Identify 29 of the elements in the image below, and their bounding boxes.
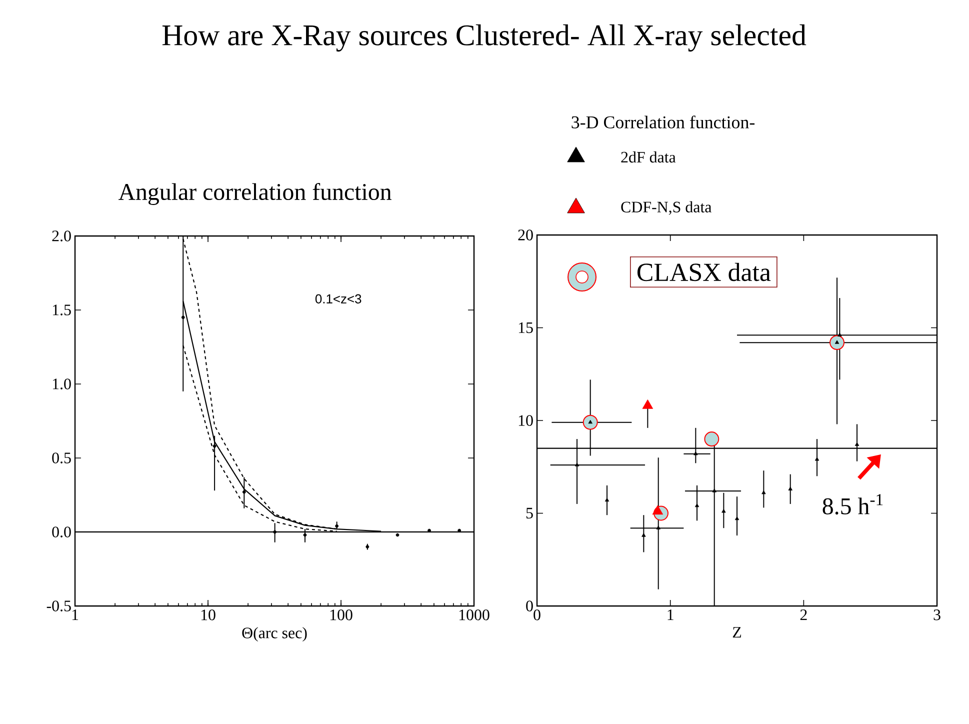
y-tick-label: 15 <box>518 322 533 334</box>
legend-label: CLASX data <box>637 262 771 282</box>
chart-subtitle: Angular correlation function <box>118 182 392 205</box>
x-tick-label: 3 <box>934 610 940 620</box>
y-tick-label: 20 <box>518 230 533 240</box>
x-tick-label: 10 <box>201 610 216 620</box>
y-tick-label: 10 <box>518 415 533 426</box>
y-tick-label: 0.5 <box>52 452 71 464</box>
legend-title: 3-D Correlation function- <box>572 116 755 128</box>
x-axis-title: Θ(arc sec) <box>242 627 307 642</box>
legend-label: CDF-N,S data <box>621 201 712 215</box>
x-tick-label: 1 <box>668 610 674 620</box>
y-tick-label: 0.0 <box>52 526 71 538</box>
x-tick-label: 2 <box>800 610 807 620</box>
legend-label: 2dF data <box>621 151 676 163</box>
y-tick-label: 2.0 <box>52 230 71 242</box>
y-tick-label: 5 <box>526 508 533 519</box>
y-tick-label: 1.0 <box>52 378 71 390</box>
y-tick-label: 1.5 <box>52 304 71 316</box>
y-tick-label: -0.5 <box>46 600 71 612</box>
x-tick-label: 0 <box>534 610 540 620</box>
x-tick-label: 1000 <box>459 610 490 620</box>
x-axis-title: Z <box>732 627 742 638</box>
legend-label: 8.5 h$^{-1}$ <box>822 494 883 515</box>
annotation: 0.1<z<3 <box>315 294 362 304</box>
y-tick-label: 0 <box>526 600 533 612</box>
x-tick-label: 100 <box>330 610 352 620</box>
chart-title: How are X-Ray sources Clustered- All X-ray selected <box>162 24 806 52</box>
x-tick-label: 1 <box>72 610 78 620</box>
